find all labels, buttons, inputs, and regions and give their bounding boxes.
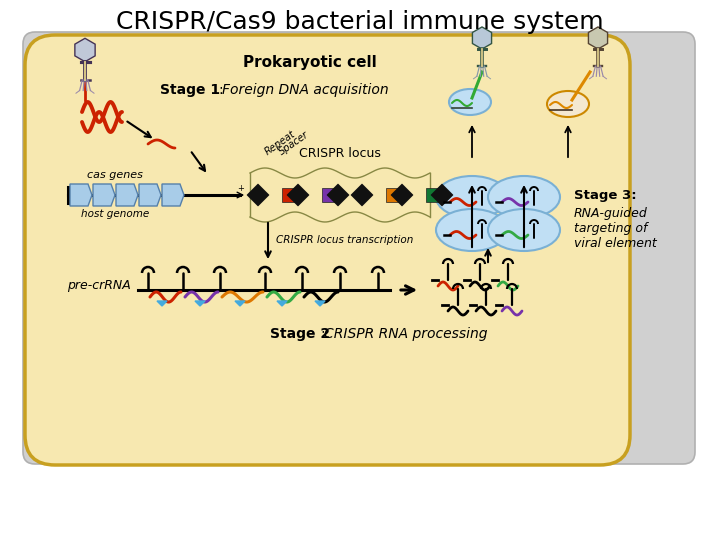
Text: :: : bbox=[320, 327, 325, 341]
Text: pre-crRNA: pre-crRNA bbox=[67, 279, 131, 292]
Text: cas genes: cas genes bbox=[87, 170, 143, 180]
Bar bbox=[426, 188, 440, 202]
Ellipse shape bbox=[488, 209, 560, 251]
Polygon shape bbox=[93, 184, 115, 206]
Text: CRISPR RNA processing: CRISPR RNA processing bbox=[324, 327, 487, 341]
Polygon shape bbox=[391, 184, 413, 206]
Text: CRISPR locus: CRISPR locus bbox=[299, 147, 381, 160]
FancyBboxPatch shape bbox=[23, 32, 695, 464]
Polygon shape bbox=[327, 184, 349, 206]
Polygon shape bbox=[162, 184, 184, 206]
Ellipse shape bbox=[488, 176, 560, 218]
Polygon shape bbox=[116, 184, 138, 206]
Bar bbox=[282, 188, 296, 202]
Bar bbox=[322, 188, 336, 202]
Text: CRISPR/Cas9 bacterial immune system: CRISPR/Cas9 bacterial immune system bbox=[116, 10, 604, 34]
Text: Stage 1: Stage 1 bbox=[160, 83, 220, 97]
Polygon shape bbox=[139, 184, 161, 206]
Polygon shape bbox=[235, 301, 245, 306]
Text: Spacer: Spacer bbox=[277, 130, 311, 157]
Polygon shape bbox=[315, 301, 325, 306]
Text: host genome: host genome bbox=[81, 209, 149, 219]
Polygon shape bbox=[157, 301, 167, 306]
Ellipse shape bbox=[436, 209, 508, 251]
Polygon shape bbox=[70, 184, 92, 206]
Text: CRISPR locus transcription: CRISPR locus transcription bbox=[276, 235, 413, 245]
Text: Foreign DNA acquisition: Foreign DNA acquisition bbox=[222, 83, 389, 97]
Ellipse shape bbox=[547, 91, 589, 117]
Text: Prokaryotic cell: Prokaryotic cell bbox=[243, 55, 377, 70]
Polygon shape bbox=[247, 184, 269, 206]
Polygon shape bbox=[195, 301, 205, 306]
Polygon shape bbox=[351, 184, 373, 206]
Bar bbox=[386, 188, 400, 202]
FancyBboxPatch shape bbox=[25, 35, 630, 465]
Text: :: : bbox=[218, 83, 222, 97]
Ellipse shape bbox=[449, 89, 491, 115]
Text: Stage 3:: Stage 3: bbox=[574, 188, 636, 201]
Text: Stage 2: Stage 2 bbox=[270, 327, 330, 341]
Polygon shape bbox=[287, 184, 309, 206]
Polygon shape bbox=[472, 27, 492, 49]
Polygon shape bbox=[277, 301, 287, 306]
Text: RNA-guided
targeting of
viral element: RNA-guided targeting of viral element bbox=[574, 207, 657, 250]
Text: +: + bbox=[237, 184, 244, 193]
Polygon shape bbox=[588, 27, 608, 49]
Ellipse shape bbox=[436, 176, 508, 218]
Text: Repeat: Repeat bbox=[263, 129, 297, 157]
Polygon shape bbox=[431, 184, 453, 206]
Polygon shape bbox=[75, 38, 95, 62]
